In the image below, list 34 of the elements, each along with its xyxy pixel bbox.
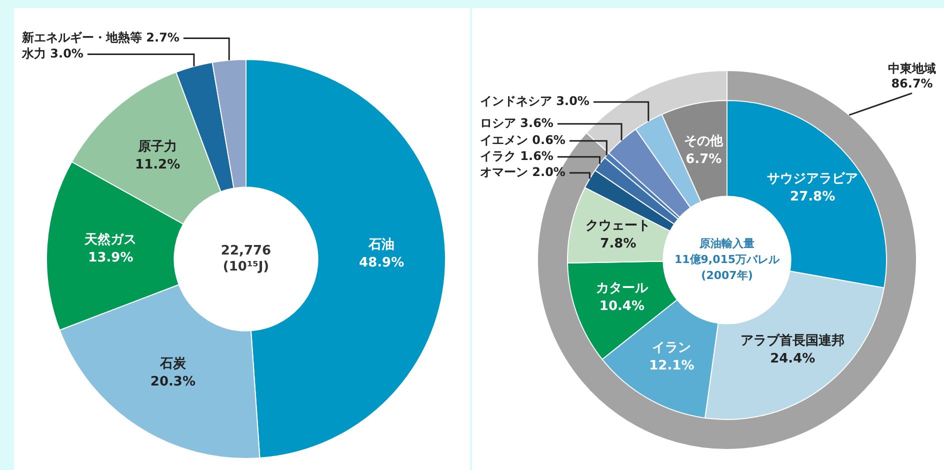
slice-label: 天然ガス xyxy=(84,232,137,248)
slice-label: 水力 3.0% xyxy=(20,46,84,60)
data-label: 24.4% xyxy=(770,352,816,367)
data-label: 7.8% xyxy=(600,236,636,252)
text: 11億9,015万バレル xyxy=(674,252,781,266)
text: 原油輸入量 xyxy=(698,236,754,250)
slice-label: 原子力 xyxy=(137,139,178,154)
data-label: 48.9% xyxy=(359,256,404,271)
slice-label: サウジアラビア xyxy=(767,172,858,187)
slice-label: アラブ首長国連邦 xyxy=(740,332,845,349)
slice-label: クウェート xyxy=(586,218,651,234)
slice-label: 中東地域 xyxy=(888,61,936,76)
slice-label: ロシア 3.6% xyxy=(480,116,554,130)
data-label: 20.3% xyxy=(150,374,196,390)
data-label: 11.2% xyxy=(135,157,180,172)
data-label: 10.4% xyxy=(599,299,645,314)
slice-label: 新エネルギー・地熱等 2.7% xyxy=(20,30,180,44)
slice-label: カタール xyxy=(596,281,649,296)
data-label: 6.7% xyxy=(686,152,722,168)
data-label: 27.8% xyxy=(790,190,836,205)
text: 22,776 xyxy=(220,243,272,258)
slice-label: イラク 1.6% xyxy=(480,148,554,163)
slice-label: 石油 xyxy=(368,238,395,253)
data-label: 13.9% xyxy=(88,250,134,266)
slice-label: オマーン 2.0% xyxy=(480,164,566,179)
text: (2007年) xyxy=(701,268,753,282)
slice-label: 石炭 xyxy=(158,356,187,372)
data-label: 12.1% xyxy=(649,358,694,374)
slice-label: イエメン 0.6% xyxy=(480,132,566,147)
text: (10¹⁵J) xyxy=(222,259,270,274)
slice-label: その他 xyxy=(684,134,724,150)
slice-label: イラン xyxy=(652,340,692,356)
data-label: 86.7% xyxy=(891,76,933,90)
slice-label: インドネシア 3.0% xyxy=(480,94,590,108)
